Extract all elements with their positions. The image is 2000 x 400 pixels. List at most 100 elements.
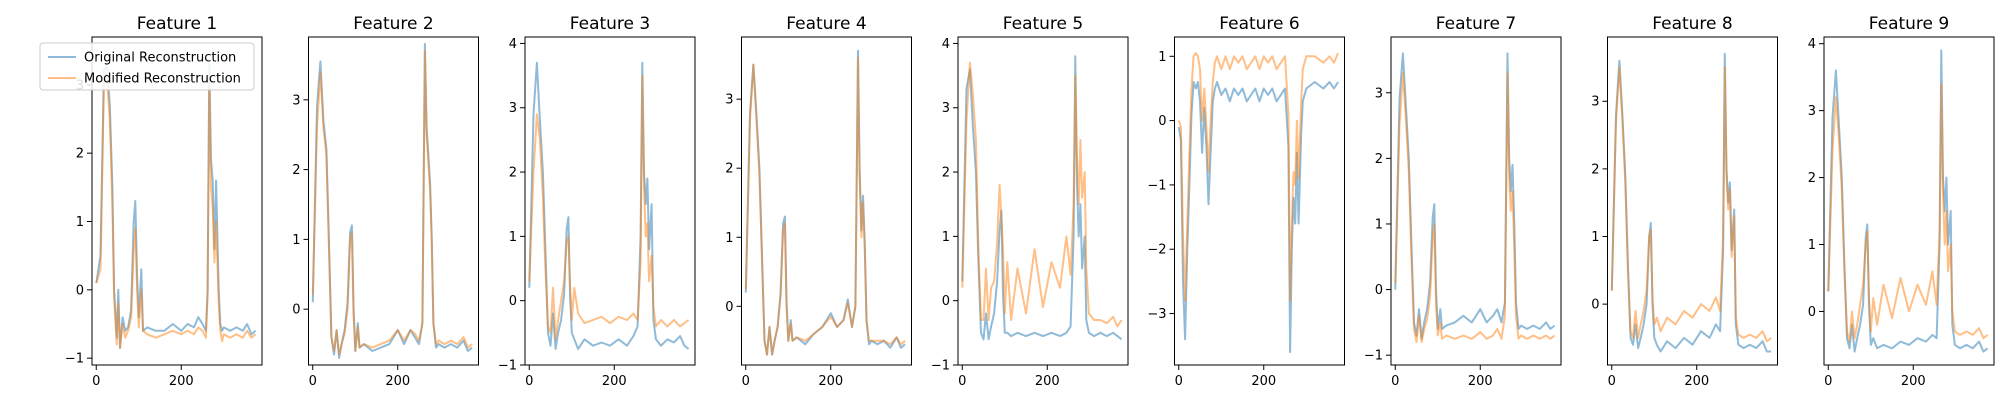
x-tick-label: 200 — [602, 374, 627, 389]
x-tick-label: 200 — [1251, 374, 1276, 389]
subplot-title: Feature 1 — [137, 14, 217, 34]
y-tick-label: −1 — [1364, 349, 1383, 364]
y-tick-label: 2 — [1591, 162, 1599, 177]
legend: Original Reconstruction Modified Reconstr… — [40, 43, 254, 90]
legend-label: Modified Reconstruction — [84, 72, 241, 87]
subplot-2: Feature 2 0 1 2 3 0 200 — [292, 14, 478, 389]
y-tick-label: 1 — [1375, 217, 1383, 232]
x-tick-label: 200 — [1684, 374, 1709, 389]
modified-series-line — [1179, 53, 1338, 301]
subplot-8: Feature 8 0 1 2 3 0 200 — [1591, 14, 1777, 389]
subplot-title: Feature 3 — [570, 14, 650, 34]
subplot-title: Feature 7 — [1436, 14, 1516, 34]
x-tick-label: 200 — [1035, 374, 1060, 389]
x-tick-label: 0 — [742, 374, 750, 389]
subplot-title: Feature 4 — [786, 14, 866, 34]
original-series-line — [746, 51, 905, 355]
y-tick-label: 0 — [1591, 298, 1599, 313]
y-tick-label: 0 — [1375, 283, 1383, 298]
subplot-title: Feature 2 — [353, 14, 433, 34]
y-tick-label: 3 — [292, 93, 300, 108]
y-tick-label: 0 — [292, 303, 300, 318]
y-tick-label: 2 — [509, 166, 517, 181]
y-tick-label: 3 — [942, 101, 950, 116]
original-series-line — [1395, 53, 1554, 338]
y-tick-label: 0 — [1808, 305, 1816, 320]
axes-frame — [309, 37, 479, 365]
x-tick-label: 0 — [92, 374, 100, 389]
subplot-title: Feature 9 — [1869, 14, 1949, 34]
y-tick-label: 2 — [942, 166, 950, 181]
x-tick-label: 200 — [169, 374, 194, 389]
y-tick-label: 4 — [942, 37, 950, 52]
subplot-9: Feature 9 0 1 2 3 4 0 200 — [1808, 14, 1994, 389]
y-tick-label: 1 — [942, 230, 950, 245]
axes-frame — [742, 37, 912, 365]
y-tick-label: 2 — [76, 147, 84, 162]
y-tick-label: 2 — [1808, 171, 1816, 186]
y-tick-label: 3 — [1375, 86, 1383, 101]
y-tick-label: 3 — [509, 101, 517, 116]
y-tick-label: −1 — [498, 359, 517, 374]
x-tick-label: 200 — [1901, 374, 1926, 389]
subplot-4: Feature 4 0 1 2 3 0 200 — [725, 14, 911, 389]
original-series-line — [1179, 82, 1338, 352]
subplot-5: Feature 5 −1 0 1 2 3 4 0 200 — [931, 14, 1128, 389]
original-series-line — [313, 44, 472, 358]
subplot-title: Feature 5 — [1003, 14, 1083, 34]
original-series-line — [96, 64, 255, 348]
axes-frame — [1824, 37, 1994, 365]
subplot-6: Feature 6 −3 −2 −1 0 1 0 200 — [1147, 14, 1344, 389]
x-tick-label: 0 — [525, 374, 533, 389]
subplot-3: Feature 3 −1 0 1 2 3 4 0 200 — [498, 14, 695, 389]
y-tick-label: 1 — [1158, 50, 1166, 65]
modified-series-line — [313, 51, 472, 355]
y-tick-label: −1 — [65, 352, 84, 367]
y-tick-label: 0 — [509, 294, 517, 309]
y-tick-label: 3 — [1591, 95, 1599, 110]
x-tick-label: 0 — [1824, 374, 1832, 389]
x-tick-label: 0 — [309, 374, 317, 389]
y-tick-label: 2 — [292, 163, 300, 178]
x-tick-label: 0 — [1391, 374, 1399, 389]
x-tick-label: 0 — [1175, 374, 1183, 389]
y-tick-label: −1 — [931, 359, 950, 374]
y-tick-label: 0 — [76, 283, 84, 298]
modified-series-line — [746, 58, 905, 355]
y-tick-label: 3 — [725, 93, 733, 108]
y-tick-label: 1 — [725, 231, 733, 246]
y-tick-label: 3 — [1808, 104, 1816, 119]
modified-series-line — [962, 63, 1121, 327]
subplot-7: Feature 7 −1 0 1 2 3 0 200 — [1364, 14, 1561, 389]
modified-series-line — [1828, 84, 1987, 342]
subplot-title: Feature 6 — [1219, 14, 1299, 34]
x-tick-label: 0 — [958, 374, 966, 389]
y-tick-label: 1 — [1808, 238, 1816, 253]
modified-series-line — [1395, 73, 1554, 342]
original-series-line — [1612, 54, 1771, 352]
y-tick-label: −1 — [1147, 178, 1166, 193]
x-tick-label: 0 — [1608, 374, 1616, 389]
modified-series-line — [96, 78, 255, 348]
y-tick-label: 1 — [292, 233, 300, 248]
y-tick-label: 0 — [942, 294, 950, 309]
y-tick-label: 1 — [509, 230, 517, 245]
y-tick-label: 2 — [725, 162, 733, 177]
x-tick-label: 200 — [1468, 374, 1493, 389]
y-tick-label: 0 — [725, 300, 733, 315]
subplot-title: Feature 8 — [1652, 14, 1732, 34]
y-tick-label: 1 — [76, 215, 84, 230]
y-tick-label: 4 — [1808, 37, 1816, 52]
y-tick-label: 0 — [1158, 114, 1166, 129]
y-tick-label: 4 — [509, 37, 517, 52]
y-tick-label: −3 — [1147, 307, 1166, 322]
x-tick-label: 200 — [385, 374, 410, 389]
y-tick-label: 2 — [1375, 152, 1383, 167]
modified-series-line — [529, 76, 688, 340]
axes-frame — [1608, 37, 1778, 365]
y-tick-label: 1 — [1591, 230, 1599, 245]
modified-series-line — [1612, 67, 1771, 341]
legend-label: Original Reconstruction — [84, 51, 236, 66]
y-tick-label: −2 — [1147, 243, 1166, 258]
